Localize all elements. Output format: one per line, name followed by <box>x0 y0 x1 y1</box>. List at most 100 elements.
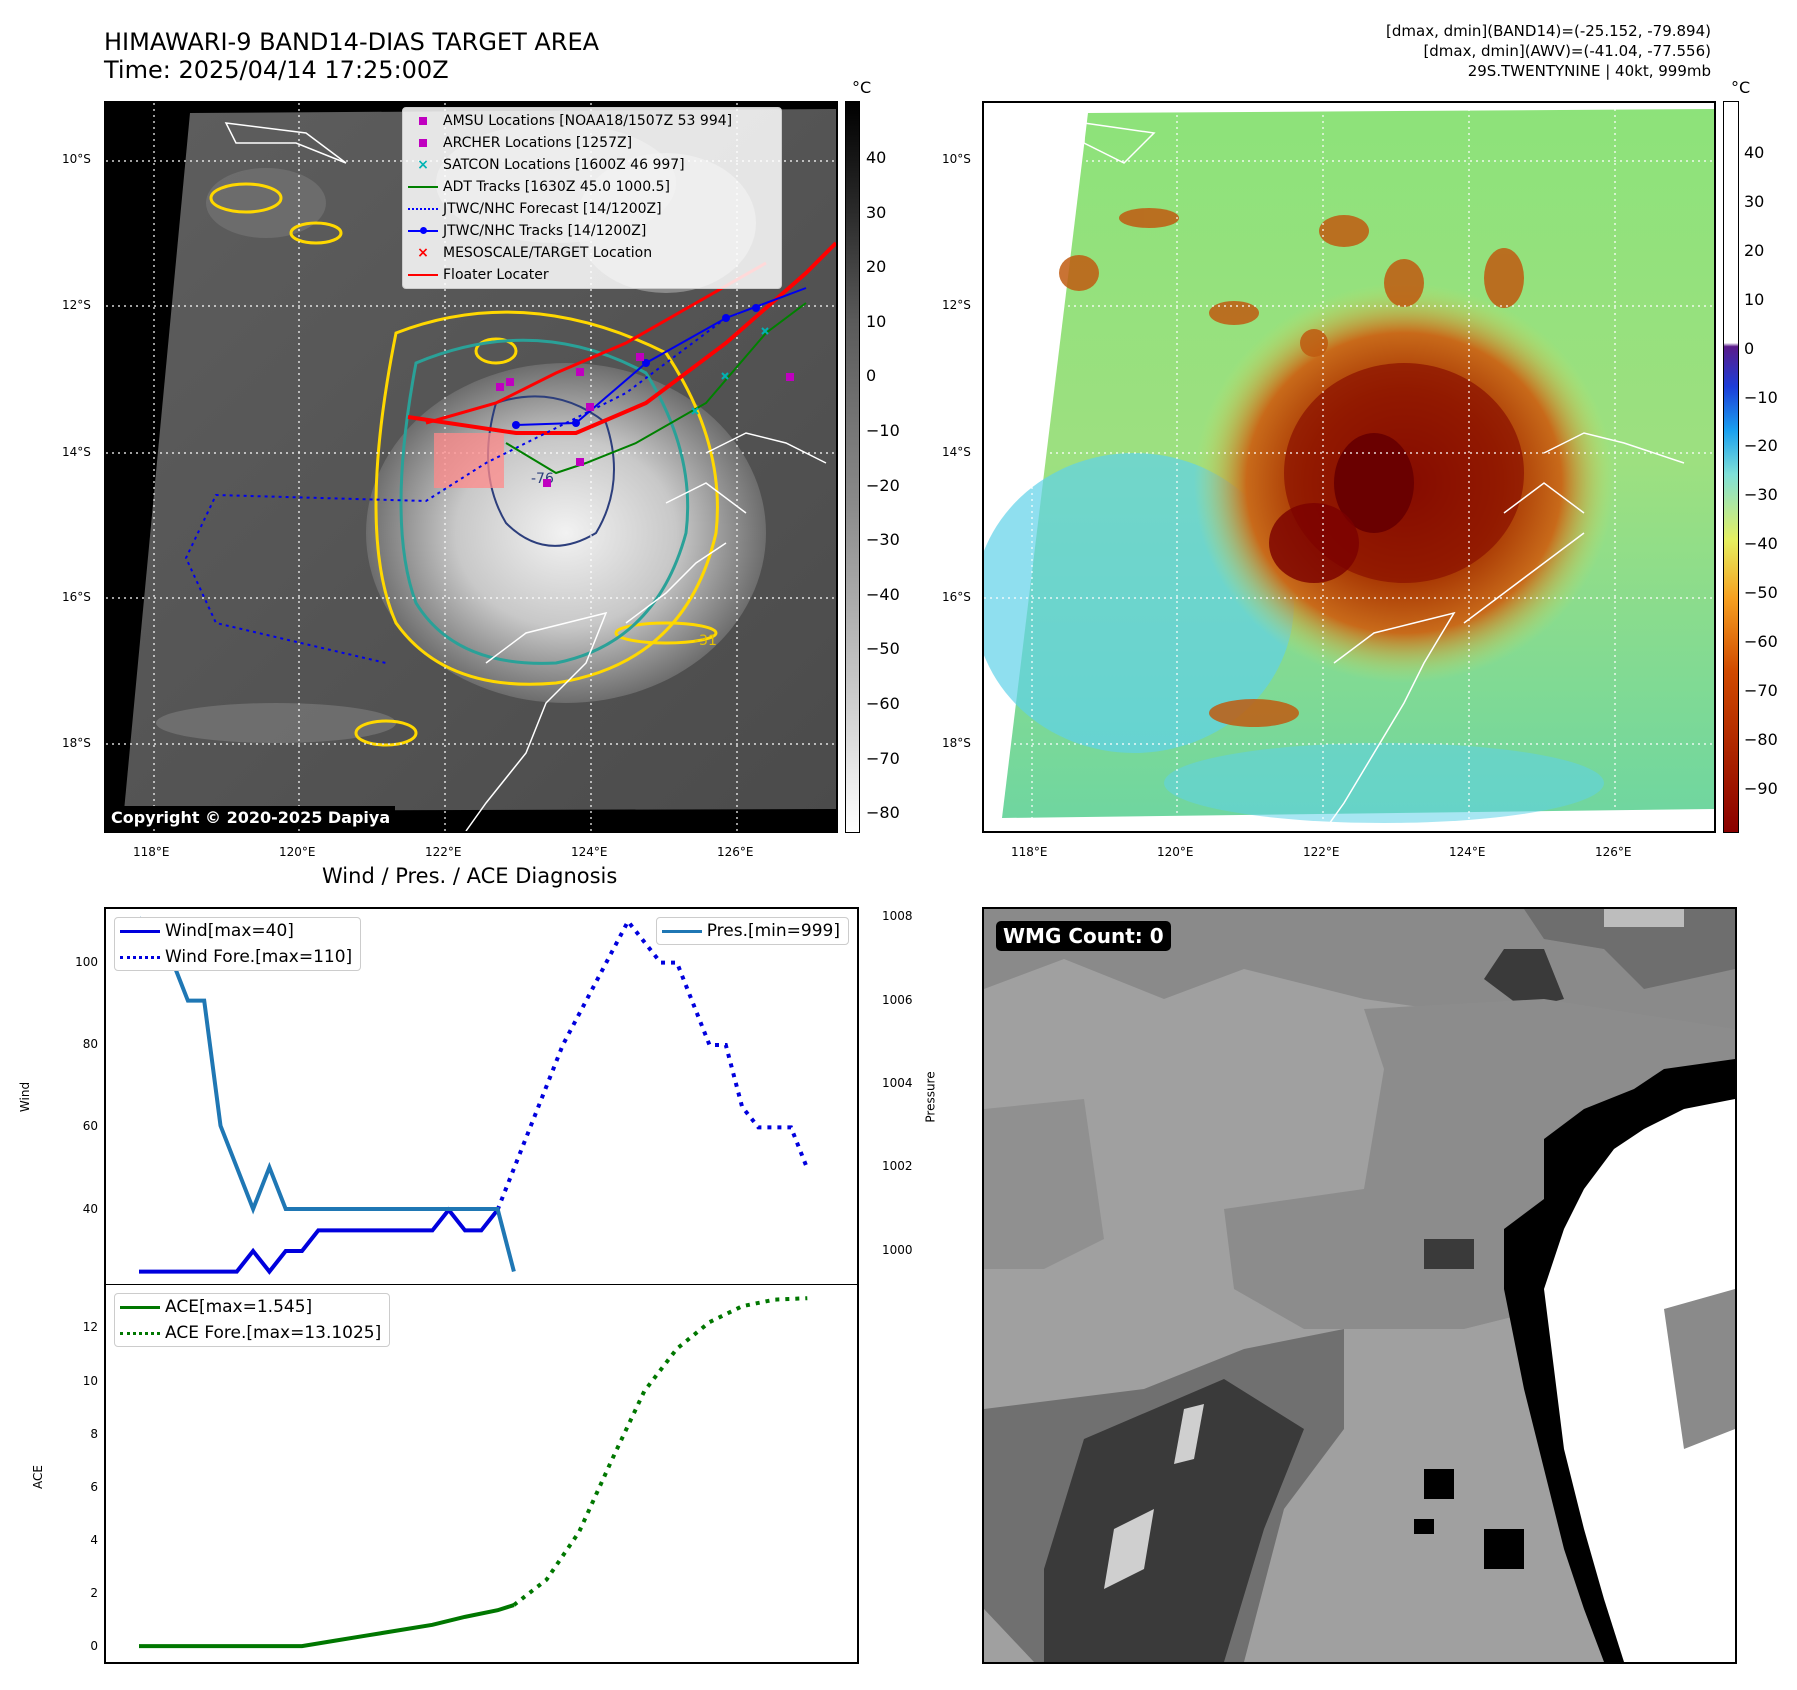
ir-lat-14s: 14°S <box>62 445 91 459</box>
pressure-right-tick: 1004 <box>882 1076 913 1090</box>
awv-lat-16s: 16°S <box>942 590 971 604</box>
ace-left-tick: 2 <box>90 1585 98 1600</box>
awv-range: [dmax, dmin](AWV)=(-41.04, -77.556) <box>1423 42 1711 60</box>
legend-tracks-line-icon <box>408 227 438 234</box>
ace-left-tick: 12 <box>82 1320 98 1335</box>
awv-lat-14s: 14°S <box>942 445 971 459</box>
legend-ace-fore-label: ACE Fore.[max=13.1025] <box>165 1323 382 1343</box>
legend-ace-line-icon <box>120 1305 160 1309</box>
wind-series-0-line <box>139 1206 500 1275</box>
ir-colorbar-tick: −30 <box>866 530 900 550</box>
legend-satcon-x-icon: × <box>417 157 429 173</box>
ir-colorbar-tick: 30 <box>866 202 887 222</box>
wind-series-1-line <box>495 917 810 1211</box>
ace-axis-label: ACE <box>30 1465 45 1489</box>
legend-archer-label: ARCHER Locations [1257Z] <box>443 135 633 151</box>
awv-colorbar-unit: °C <box>1731 78 1751 97</box>
legend-tracks-label: JTWC/NHC Tracks [14/1200Z] <box>443 223 647 239</box>
awv-lon-126e: 126°E <box>1595 845 1632 859</box>
ir-colorbar-tick: −80 <box>866 803 900 823</box>
legend-adt-label: ADT Tracks [1630Z 45.0 1000.5] <box>443 179 670 195</box>
ir-lat-10s: 10°S <box>62 152 91 166</box>
wind-left-tick: 80 <box>82 1036 98 1051</box>
legend-amsu: AMSU Locations [NOAA18/1507Z 53 994] <box>403 110 781 132</box>
wind-left-tick: 40 <box>82 1201 98 1216</box>
storm-info: 29S.TWENTYNINE | 40kt, 999mb <box>1467 62 1711 80</box>
ace-plot-svg <box>139 1296 808 1649</box>
ir-colorbar-tick: −40 <box>866 584 900 604</box>
ir-colorbar-tick: −70 <box>866 748 900 768</box>
awv-colorbar-tick: 40 <box>1744 143 1765 162</box>
legend-floater: Floater Locater <box>403 264 781 286</box>
wmg-panel: WMG Count: 0 <box>982 907 1737 1664</box>
ir-lon-120e: 120°E <box>279 845 316 859</box>
wind-left-tick: 100 <box>75 954 98 969</box>
ir-colorbar-unit: °C <box>852 78 872 97</box>
ir-lon-122e: 122°E <box>425 845 462 859</box>
awv-colorbar-tick: −10 <box>1744 387 1778 407</box>
legend-wind-line-icon <box>120 929 160 933</box>
awv-colorbar-tick: −50 <box>1744 583 1778 603</box>
ir-lat-18s: 18°S <box>62 736 91 750</box>
ir-colorbar-tick: −10 <box>866 421 900 440</box>
pressure-right-tick: 1008 <box>882 909 913 924</box>
ace-left-tick: 6 <box>90 1479 98 1494</box>
ace-series-1-line <box>512 1296 808 1607</box>
legend-forecast-line-icon <box>408 208 438 210</box>
pressure-right-tick: 1006 <box>882 992 913 1007</box>
legend-amsu-label: AMSU Locations [NOAA18/1507Z 53 994] <box>443 113 733 129</box>
awv-map-panel <box>982 101 1716 833</box>
legend-pressure-line-icon <box>661 929 702 933</box>
awv-lat-12s: 12°S <box>942 298 971 312</box>
band14-range: [dmax, dmin](BAND14)=(-25.152, -79.894) <box>1386 22 1711 40</box>
wind-pressure-plot: Wind[max=40] Wind Fore.[max=110] Pres.[m… <box>104 907 859 1285</box>
legend-target-label: MESOSCALE/TARGET Location <box>443 245 653 261</box>
ir-map-panel: -76 -31 AMSU Locatio <box>104 101 838 833</box>
ace-left-tick: 10 <box>82 1373 98 1388</box>
wmg-image <box>984 909 1735 1662</box>
legend-ace-fore-line-icon <box>120 1331 160 1335</box>
awv-colorbar-tick: 0 <box>1744 338 1755 358</box>
ace-left-tick: 4 <box>90 1532 98 1547</box>
legend-wind-fore-line-icon <box>120 955 160 959</box>
ir-legend: AMSU Locations [NOAA18/1507Z 53 994] ARC… <box>402 107 782 289</box>
pressure-right-tick: 1000 <box>882 1242 913 1257</box>
legend-ace-label: ACE[max=1.545] <box>165 1297 313 1317</box>
legend-wind: Wind[max=40] <box>115 918 360 944</box>
awv-lon-118e: 118°E <box>1011 845 1048 859</box>
copyright-label: Copyright © 2020-2025 Dapiya <box>106 806 396 829</box>
awv-lat-18s: 18°S <box>942 736 971 750</box>
awv-lon-120e: 120°E <box>1157 845 1194 859</box>
legend-adt: ADT Tracks [1630Z 45.0 1000.5] <box>403 176 781 198</box>
ace-left-tick: 0 <box>90 1639 98 1654</box>
legend-wind-fore: Wind Fore.[max=110] <box>115 944 360 970</box>
awv-colorbar-tick: 20 <box>1744 240 1765 260</box>
ir-colorbar-tick: −50 <box>866 639 900 659</box>
awv-colorbar-tick: 30 <box>1744 191 1765 211</box>
legend-adt-line-icon <box>408 186 438 188</box>
chart-time: Time: 2025/04/14 17:25:00Z <box>104 56 449 84</box>
awv-colorbar-tick: −90 <box>1744 778 1778 798</box>
awv-lon-122e: 122°E <box>1303 845 1340 859</box>
legend-target: × MESOSCALE/TARGET Location <box>403 242 781 264</box>
ir-lat-12s: 12°S <box>62 298 91 312</box>
awv-colorbar-tick: −30 <box>1744 485 1778 505</box>
legend-amsu-marker-icon <box>419 117 427 125</box>
ir-lon-118e: 118°E <box>133 845 170 859</box>
contour-label-31: -31 <box>694 633 717 649</box>
legend-forecast: JTWC/NHC Forecast [14/1200Z] <box>403 198 781 220</box>
awv-colorbar-tick: −60 <box>1744 632 1778 651</box>
ir-lon-124e: 124°E <box>571 845 608 859</box>
ir-colorbar-tick: 0 <box>866 366 877 386</box>
awv-colorbar-tick: −40 <box>1744 534 1778 554</box>
ir-colorbar-tick: 10 <box>866 311 887 331</box>
legend-archer-marker-icon <box>419 139 427 147</box>
ace-legend: ACE[max=1.545] ACE Fore.[max=13.1025] <box>114 1293 391 1347</box>
ir-colorbar-tick: 40 <box>866 148 887 167</box>
pressure-axis-label: Pressure <box>923 1071 938 1123</box>
ir-lon-126e: 126°E <box>717 845 754 859</box>
legend-ace-fore: ACE Fore.[max=13.1025] <box>115 1320 389 1346</box>
diagnosis-title: Wind / Pres. / ACE Diagnosis <box>322 864 618 888</box>
ir-colorbar-tick: −20 <box>866 475 900 495</box>
legend-archer: ARCHER Locations [1257Z] <box>403 132 781 154</box>
